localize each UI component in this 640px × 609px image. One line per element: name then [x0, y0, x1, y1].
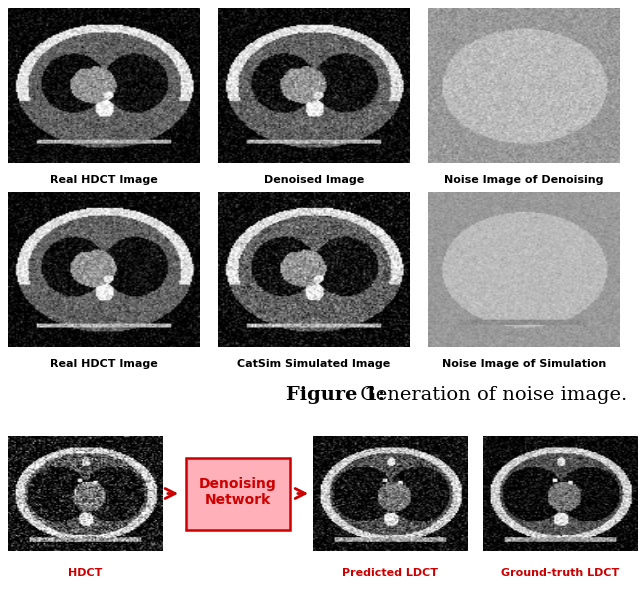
Text: CatSim Simulated Image: CatSim Simulated Image	[237, 359, 390, 370]
FancyBboxPatch shape	[186, 458, 290, 530]
Text: Figure 1:: Figure 1:	[285, 387, 385, 404]
Text: Real HDCT Image: Real HDCT Image	[50, 359, 158, 370]
Text: Denoising
Network: Denoising Network	[199, 477, 277, 507]
Text: HDCT: HDCT	[68, 568, 102, 578]
Text: Real HDCT Image: Real HDCT Image	[50, 175, 158, 185]
Text: Denoised Image: Denoised Image	[264, 175, 364, 185]
Text: Noise Image of Simulation: Noise Image of Simulation	[442, 359, 606, 370]
Text: Noise Image of Denoising: Noise Image of Denoising	[444, 175, 604, 185]
Text: Ground-truth LDCT: Ground-truth LDCT	[501, 568, 619, 578]
Text: Predicted LDCT: Predicted LDCT	[342, 568, 438, 578]
Text: Generation of noise image.: Generation of noise image.	[355, 387, 627, 404]
